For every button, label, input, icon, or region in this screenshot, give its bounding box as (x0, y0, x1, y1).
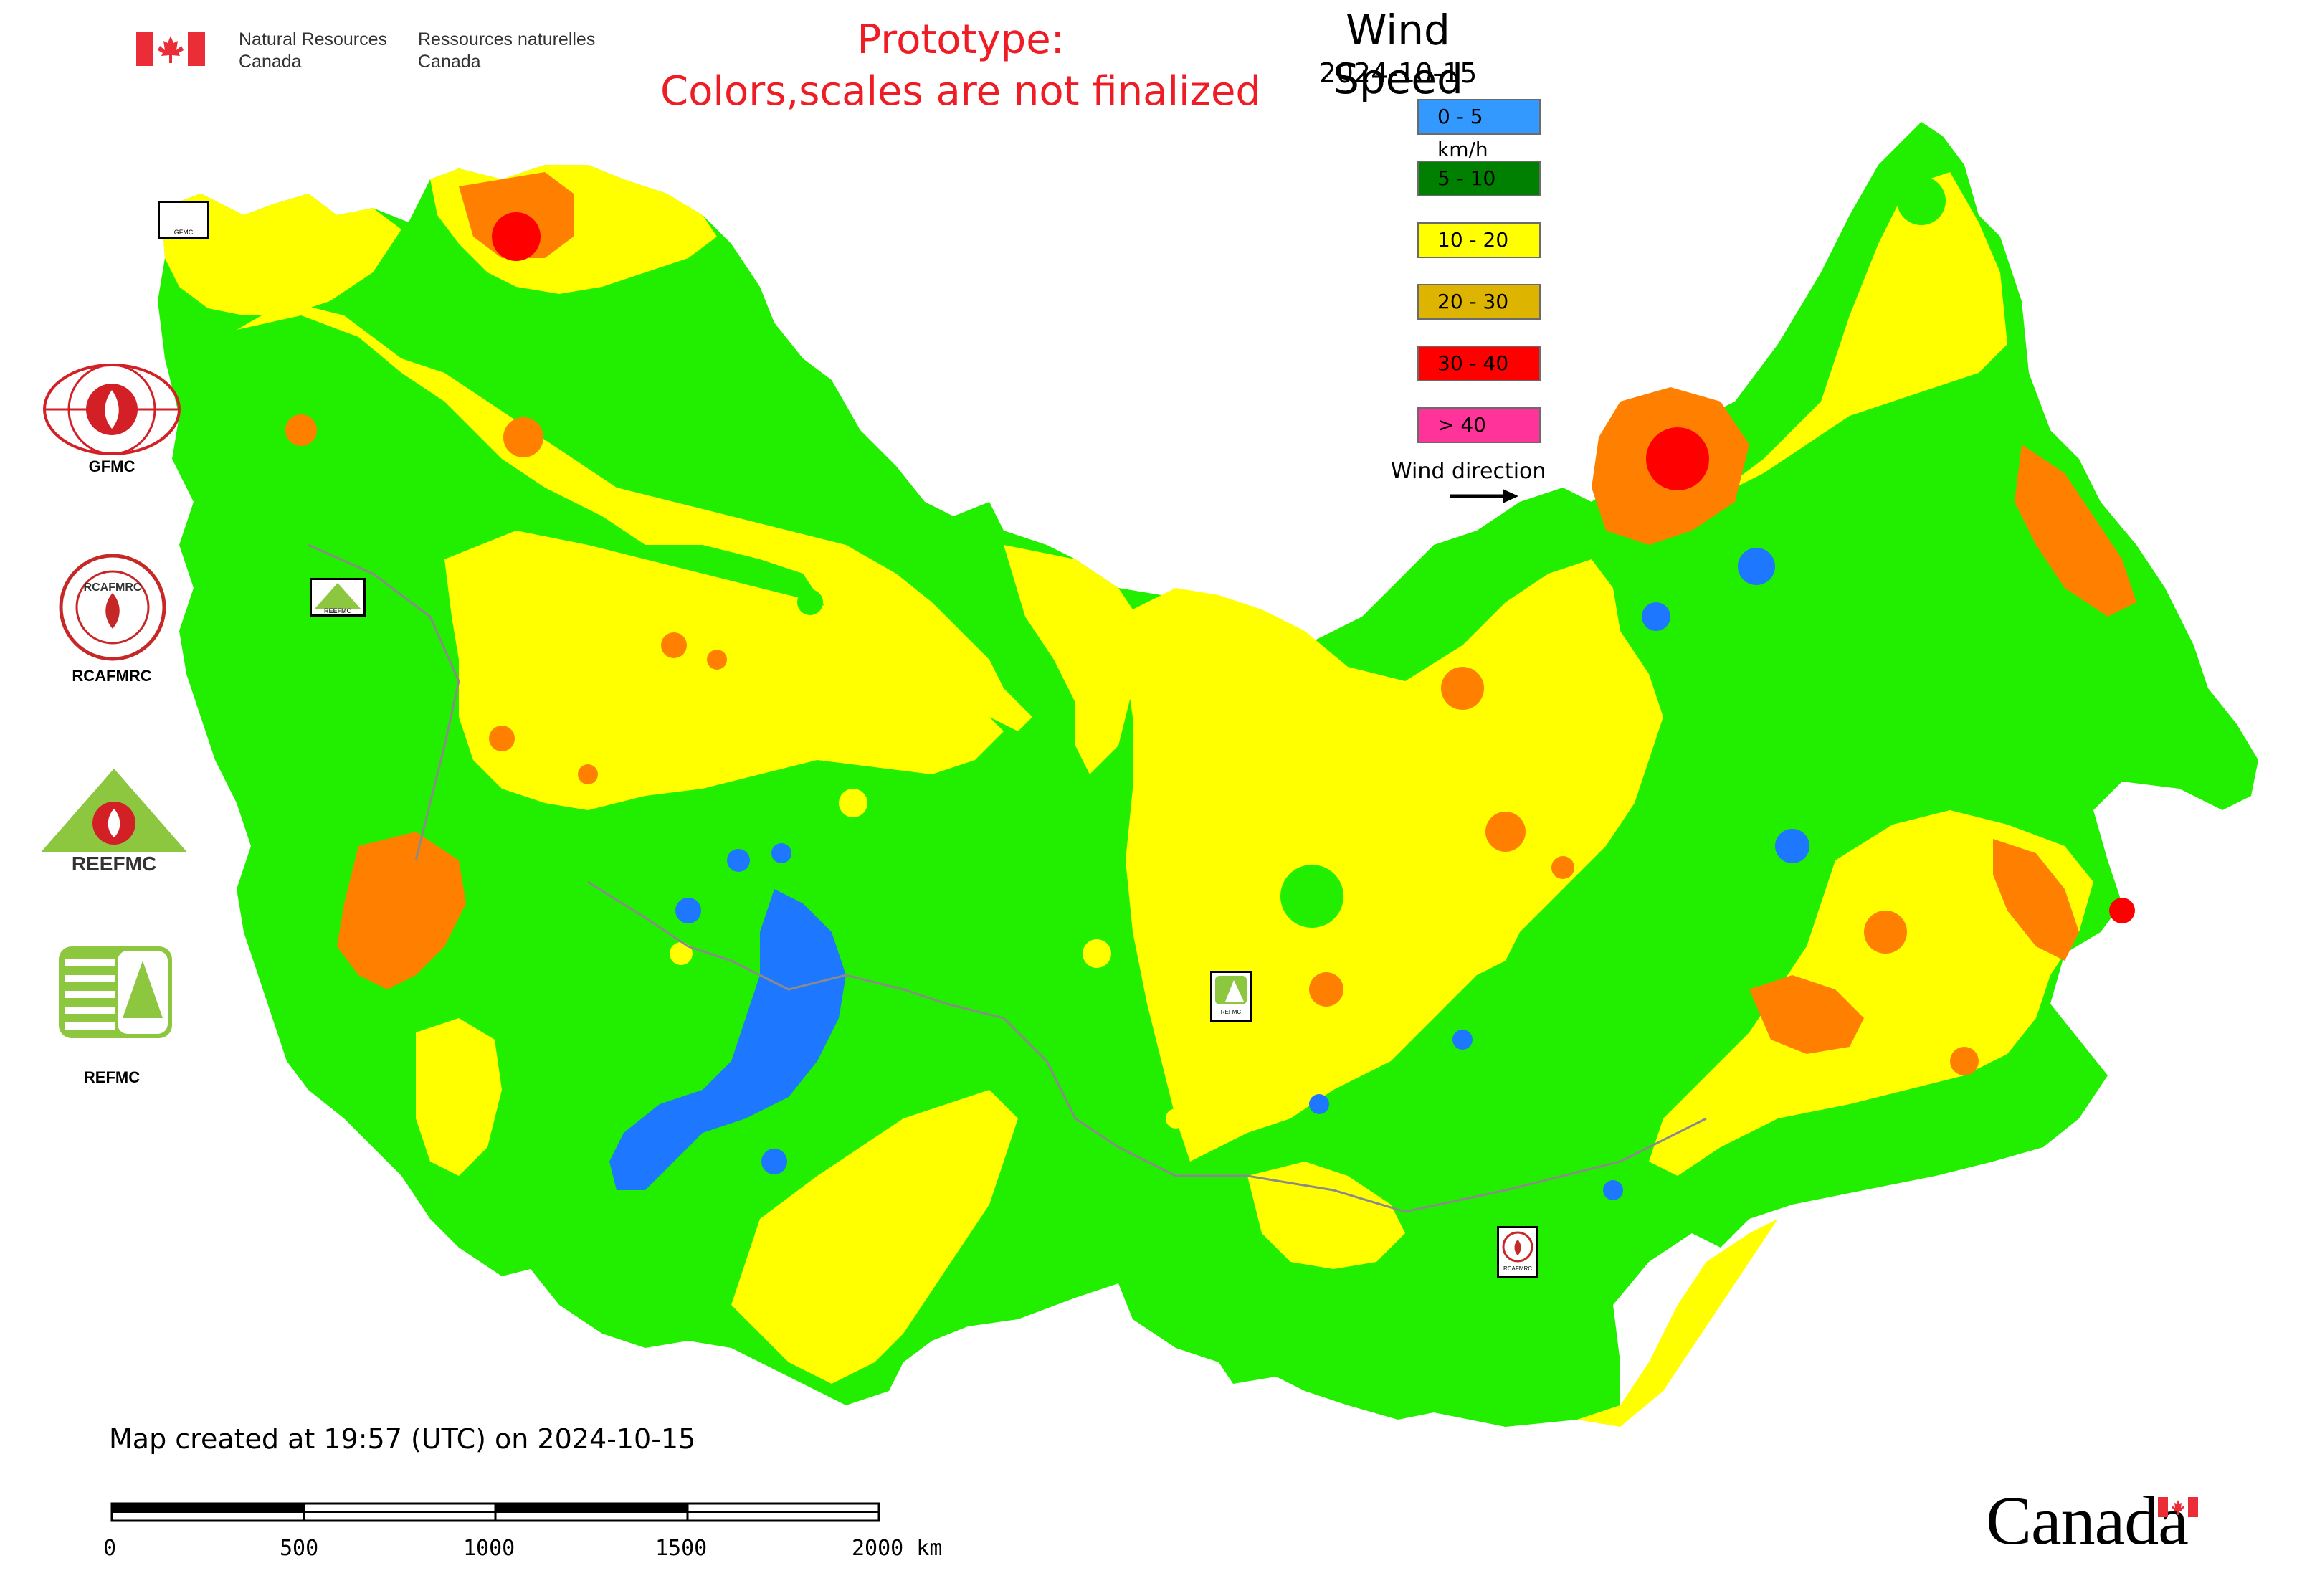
reefmc-map-marker-icon: REEFMC (315, 583, 361, 614)
dept-fr-line1: Ressources naturelles (418, 29, 596, 49)
canada-wordmark: Canada (1986, 1482, 2189, 1559)
yellow-region-south (731, 1090, 1018, 1384)
legend-swatch-0-5: 0 - 5 km/h (1417, 99, 1541, 161)
prototype-notice: Prototype: Colors,scales are not finaliz… (602, 14, 1319, 118)
blue-region-kazakhstan (609, 889, 846, 1190)
gfmc-map-marker-label: GFMC (173, 229, 194, 236)
rcafmrc-map-marker: RCAFMRC (1497, 1226, 1538, 1278)
orange-region-kamchatka (2015, 445, 2136, 617)
rcafmrc-logo-text: RCAFMRC (84, 581, 142, 594)
map-created-timestamp: Map created at 19:57 (UTC) on 2024-10-15 (109, 1423, 696, 1455)
orange-region-amur (1749, 975, 1864, 1054)
scale-tick-2000km: 2000 km (852, 1536, 943, 1561)
wind-direction-arrow-icon (1450, 489, 1518, 503)
yellow-region-mongolia (1247, 1162, 1405, 1269)
canada-wordmark-flag-icon (2158, 1497, 2198, 1517)
refmc-map-marker-icon (1215, 976, 1247, 1004)
yellow-region-scandinavia (161, 194, 401, 315)
legend-swatch-20-30: 20 - 30 (1417, 284, 1541, 320)
scale-tick-500: 500 (280, 1536, 319, 1561)
reefmc-map-marker: REEFMC (310, 578, 366, 617)
rcafmrc-map-marker-icon (1502, 1231, 1533, 1263)
reefmc-logo-text: REEFMC (72, 852, 156, 875)
legend-title: Wind Speed (1333, 6, 1463, 103)
rcafmrc-label: RCAFMRC (72, 667, 152, 685)
refmc-map-marker: REFMC (1210, 971, 1252, 1022)
refmc-map-marker-label: REFMC (1220, 1009, 1242, 1015)
rcafmrc-map-marker-label: RCAFMRC (1503, 1265, 1532, 1272)
reefmc-map-marker-label: REEFMC (324, 607, 352, 614)
red-blob-kamchatka (2109, 898, 2135, 923)
scale-tick-1500: 1500 (655, 1536, 708, 1561)
wind-direction-label: Wind direction (1391, 459, 1546, 484)
refmc-logo-icon (59, 946, 172, 1038)
dept-en-line2: Canada (239, 52, 302, 72)
gfmc-label: GFMC (88, 457, 135, 475)
canada-flag-icon (136, 32, 205, 66)
reefmc-logo-icon: REEFMC (37, 769, 191, 875)
yellow-region-central (444, 531, 1004, 810)
orange-region-west (337, 832, 466, 989)
legend-swatch-over-40: > 40 (1417, 407, 1541, 443)
orange-region-okhotsk (1993, 839, 2079, 961)
legend-swatch-30-40: 30 - 40 (1417, 346, 1541, 381)
yellow-region-ural (1004, 545, 1147, 774)
yellow-region-west (237, 301, 1032, 731)
scale-tick-1000: 1000 (463, 1536, 515, 1561)
red-blob-kola (492, 212, 541, 261)
yellow-region-kazakh-south (416, 1018, 502, 1176)
prototype-line1: Prototype: (857, 16, 1065, 63)
legend-date: 2024-10-15 (1318, 57, 1478, 89)
yellow-region-far-east (1577, 1219, 1778, 1427)
legend-swatch-10-20: 10 - 20 (1417, 222, 1541, 258)
prototype-line2: Colors,scales are not finalized (660, 68, 1261, 115)
dept-en-line1: Natural Resources (239, 29, 388, 49)
refmc-label: REFMC (83, 1068, 141, 1086)
red-blob-chukotka (1646, 427, 1709, 490)
yellow-region-east (1706, 172, 2007, 502)
scale-tick-0: 0 (103, 1536, 117, 1561)
dept-fr-line2: Canada (418, 52, 481, 72)
gfmc-logo-icon (43, 364, 181, 455)
gfmc-map-marker: GFMC (158, 201, 209, 239)
dept-name-english: Natural Resources Canada (239, 29, 387, 73)
dept-name-french: Ressources naturelles Canada (418, 29, 595, 73)
legend-swatch-5-10: 5 - 10 (1417, 161, 1541, 196)
rcafmrc-logo-icon: RCAFMRC (59, 554, 166, 661)
scale-bar (110, 1502, 880, 1522)
yellow-region-siberia (1118, 559, 1663, 1162)
yellow-region-southeast (1649, 810, 2093, 1176)
